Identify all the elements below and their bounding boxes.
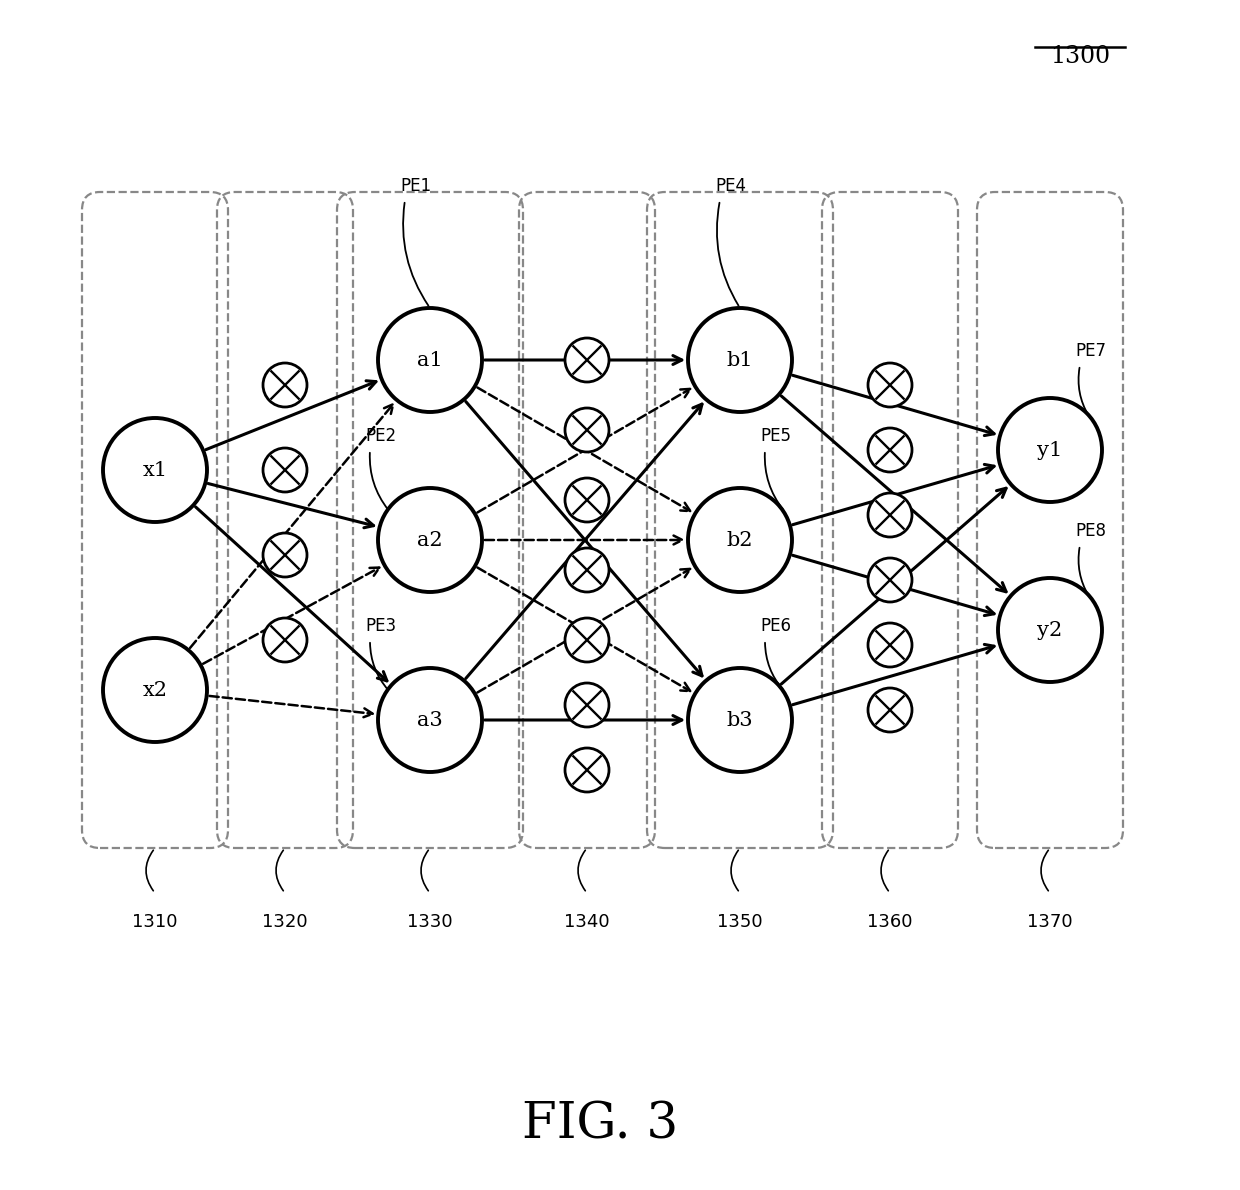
- Text: 1360: 1360: [867, 913, 913, 931]
- Text: 1370: 1370: [1027, 913, 1073, 931]
- Circle shape: [103, 418, 207, 522]
- Circle shape: [688, 308, 792, 412]
- Text: PE3: PE3: [365, 616, 396, 635]
- Text: 1350: 1350: [717, 913, 763, 931]
- Circle shape: [263, 618, 308, 662]
- Circle shape: [565, 549, 609, 591]
- Text: 1310: 1310: [133, 913, 177, 931]
- Circle shape: [263, 447, 308, 491]
- Text: a1: a1: [417, 351, 443, 370]
- Text: b1: b1: [727, 351, 754, 370]
- Circle shape: [263, 533, 308, 577]
- Circle shape: [565, 408, 609, 452]
- Text: b3: b3: [727, 710, 754, 729]
- Circle shape: [565, 749, 609, 793]
- Text: 1340: 1340: [564, 913, 610, 931]
- Text: y1: y1: [1038, 440, 1063, 459]
- Text: x2: x2: [143, 681, 167, 700]
- Circle shape: [378, 488, 482, 591]
- Text: a3: a3: [417, 710, 443, 729]
- Circle shape: [263, 363, 308, 407]
- Text: PE1: PE1: [401, 177, 432, 195]
- Text: y2: y2: [1038, 620, 1063, 639]
- Text: b2: b2: [727, 531, 753, 550]
- Circle shape: [378, 668, 482, 772]
- Circle shape: [998, 397, 1102, 502]
- Text: PE6: PE6: [760, 616, 791, 635]
- Text: 1320: 1320: [262, 913, 308, 931]
- Text: a2: a2: [417, 531, 443, 550]
- Circle shape: [998, 578, 1102, 682]
- Circle shape: [868, 558, 911, 602]
- Circle shape: [688, 488, 792, 591]
- Circle shape: [688, 668, 792, 772]
- Text: PE2: PE2: [365, 427, 396, 445]
- Circle shape: [868, 688, 911, 732]
- Text: 1330: 1330: [407, 913, 453, 931]
- Circle shape: [868, 428, 911, 472]
- Circle shape: [103, 638, 207, 743]
- Circle shape: [565, 618, 609, 662]
- Circle shape: [378, 308, 482, 412]
- Circle shape: [868, 624, 911, 668]
- Text: PE7: PE7: [1075, 342, 1106, 361]
- Text: PE5: PE5: [760, 427, 791, 445]
- Text: FIG. 3: FIG. 3: [522, 1100, 678, 1150]
- Circle shape: [868, 493, 911, 537]
- Text: 1300: 1300: [1050, 45, 1110, 68]
- Circle shape: [565, 338, 609, 382]
- Text: PE8: PE8: [1075, 522, 1106, 540]
- Circle shape: [868, 363, 911, 407]
- Circle shape: [565, 478, 609, 522]
- Circle shape: [565, 683, 609, 727]
- Text: x1: x1: [143, 461, 167, 480]
- Text: PE4: PE4: [715, 177, 746, 195]
